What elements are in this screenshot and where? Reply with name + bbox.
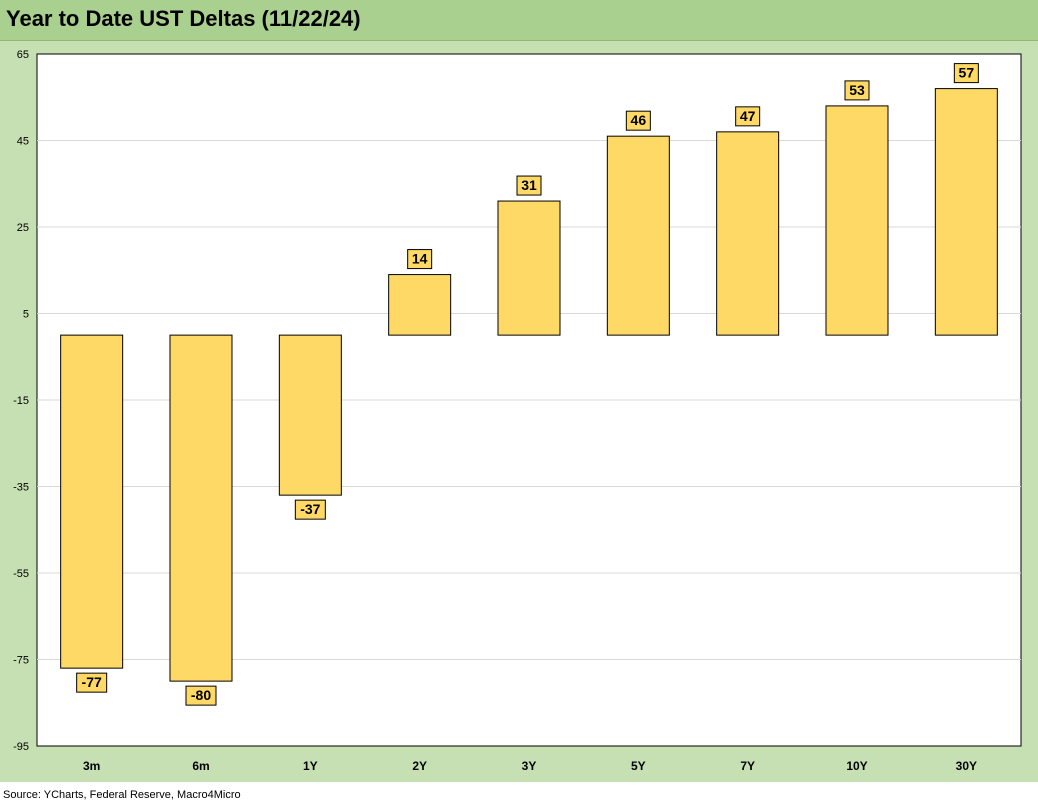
data-label-box [76,672,108,693]
data-label: -77 [82,674,102,690]
data-label-box [735,106,761,127]
bar-30Y [934,88,998,336]
data-label: 47 [740,108,756,124]
bar-2Y [388,274,452,336]
y-tick-label: 5 [23,309,29,321]
y-tick-label: -95 [13,741,29,753]
x-tick-label: 3Y [522,759,537,773]
chart-frame: 65 45 25 5 -15 -35 -55 -75 -95 -77 -80 -37 14 31 46 47… [0,41,1038,782]
data-label-box [953,63,979,84]
x-axis-tick-labels: 3m 6m 1Y 2Y 3Y 5Y 7Y 10Y 30Y [83,759,977,773]
data-label: 57 [959,65,975,81]
y-tick-label: 65 [17,49,29,61]
data-label: 53 [849,82,865,98]
x-tick-label: 3m [83,759,100,773]
data-label: 14 [412,251,428,267]
data-label: 46 [631,112,647,128]
bar-5Y [606,135,670,336]
x-tick-label: 6m [192,759,209,773]
y-tick-label: 45 [17,136,29,148]
data-label-box [185,685,217,706]
data-label-box [407,249,433,270]
data-label: -37 [300,501,320,517]
bar-chart: 65 45 25 5 -15 -35 -55 -75 -95 -77 -80 -37 14 31 46 47… [13,49,1022,773]
data-label-box [294,499,326,520]
y-tick-label: 25 [17,222,29,234]
y-tick-label: -75 [13,655,29,667]
x-tick-label: 10Y [846,759,867,773]
data-labels: -77 -80 -37 14 31 46 47 53 57 [76,63,979,706]
bar-7Y [716,131,780,336]
bars [60,88,998,682]
data-label: 31 [521,177,537,193]
data-label-box [516,175,542,196]
source-note: Source: YCharts, Federal Reserve, Macro4… [3,789,241,801]
x-tick-label: 2Y [412,759,427,773]
bar-6m [169,334,233,682]
y-axis-tick-labels: 65 45 25 5 -15 -35 -55 -75 -95 [13,49,29,753]
bar-10Y [825,105,889,336]
y-tick-label: -35 [13,482,29,494]
data-label-box [625,110,651,131]
bar-1Y [278,334,342,496]
y-tick-label: -55 [13,568,29,580]
chart-title: Year to Date UST Deltas (11/22/24) [6,6,361,31]
x-tick-label: 7Y [740,759,755,773]
y-tick-label: -15 [13,395,29,407]
title-bar: Year to Date UST Deltas (11/22/24) [0,0,1038,41]
x-tick-label: 5Y [631,759,646,773]
bar-3m [60,334,124,669]
x-tick-label: 1Y [303,759,318,773]
data-label-box [844,80,870,101]
x-tick-label: 30Y [956,759,977,773]
data-label: -80 [191,687,211,703]
bar-3Y [497,200,561,336]
